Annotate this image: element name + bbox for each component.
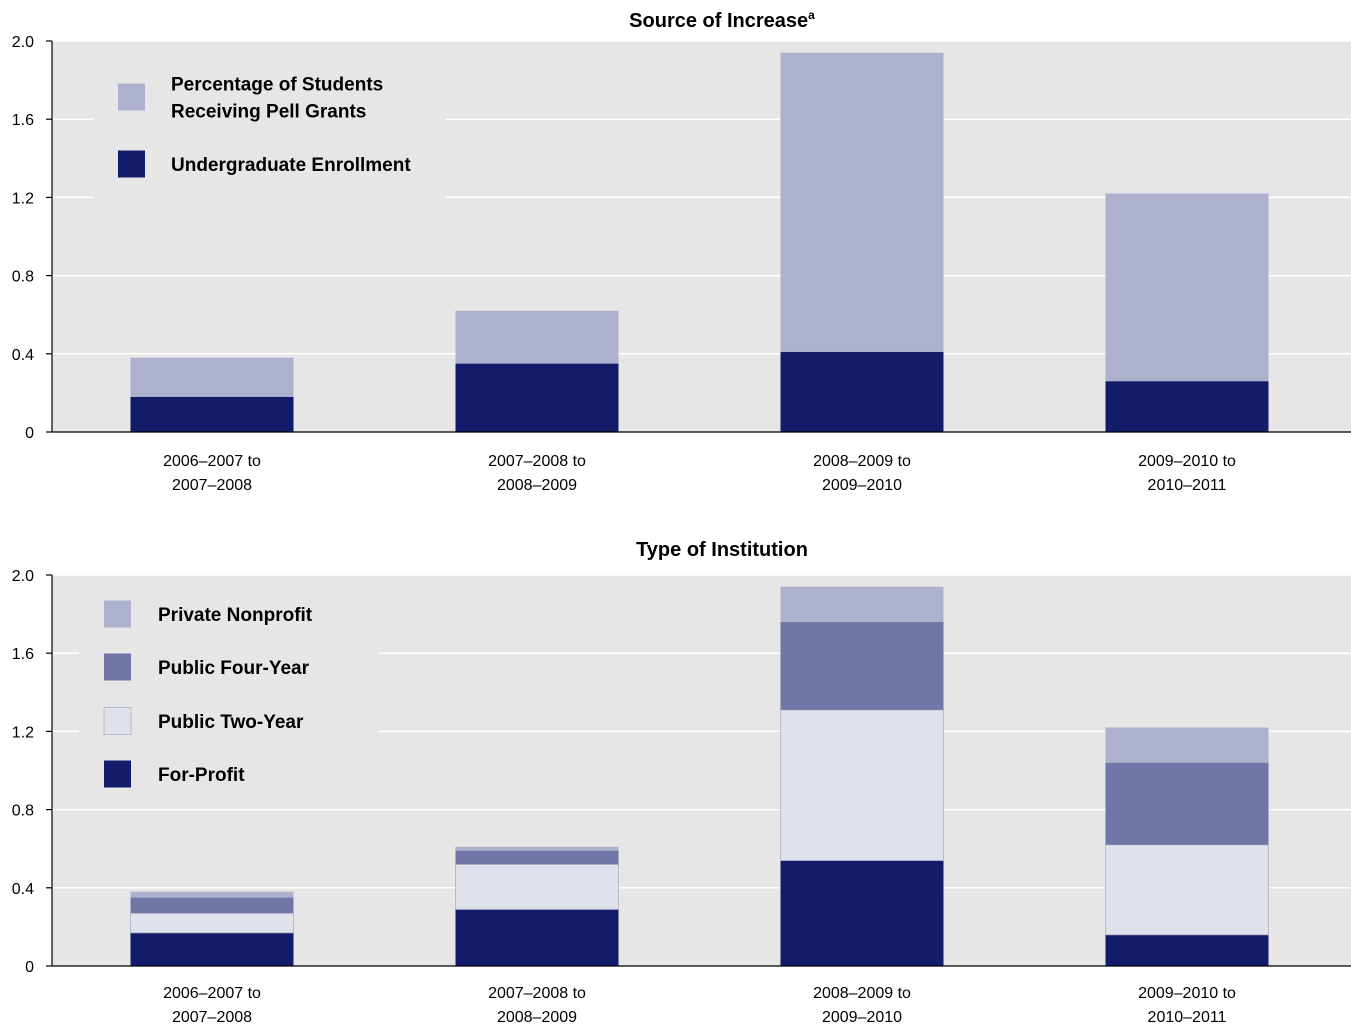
legend-swatch: [104, 760, 131, 788]
legend-label: Public Two-Year: [158, 712, 304, 733]
legend-background: [93, 55, 445, 225]
x-tick-label: 2007–2008: [172, 477, 252, 494]
bar-private-nonprofit-4: [1105, 727, 1269, 763]
bar-percentage-of-students-receiving-pell-grants-2: [455, 310, 619, 364]
bar-undergraduate-enrollment-1: [130, 396, 294, 432]
x-tick-label: 2009–2010 to: [1138, 985, 1236, 1002]
x-tick-label: 2009–2010: [822, 477, 902, 494]
x-tick-label: 2006–2007 to: [163, 985, 261, 1002]
bar-private-nonprofit-3: [780, 586, 944, 622]
bar-public-four-year-1: [130, 897, 294, 914]
x-tick-label: 2008–2009: [497, 1009, 577, 1026]
legend-swatch: [118, 83, 145, 111]
bar-for-profit-2: [455, 909, 619, 966]
x-tick-label: 2010–2011: [1148, 1009, 1227, 1026]
bar-undergraduate-enrollment-2: [455, 363, 619, 432]
chart-panel-2: 0 0.4 0.8 1.2 1.6 2.0 2006–2007 to 2007–2008 200…: [12, 539, 1351, 1026]
y-tick-label: 1.2: [12, 190, 34, 207]
x-tick-label: 2009–2010 to: [1138, 453, 1236, 470]
bar-public-four-year-4: [1105, 762, 1269, 845]
y-tick-label: 2.0: [12, 34, 34, 51]
bar-public-two-year-3: [780, 709, 944, 861]
legend-label: Undergraduate Enrollment: [171, 155, 411, 176]
y-tick-label: 1.6: [12, 646, 34, 663]
bar-public-two-year-4: [1105, 844, 1269, 936]
legend-swatch: [103, 707, 132, 735]
y-tick-label: 0.4: [12, 881, 34, 898]
x-tick-label: 2009–2010: [822, 1009, 902, 1026]
legend-swatch: [118, 150, 145, 178]
x-tick-label: 2008–2009: [497, 477, 577, 494]
title-superscript: a: [808, 8, 815, 22]
bar-private-nonprofit-1: [130, 891, 294, 898]
bar-private-nonprofit-2: [455, 846, 619, 851]
chart-title: Type of Institution: [636, 539, 808, 561]
y-tick-label: 0.8: [12, 803, 34, 820]
bar-for-profit-4: [1105, 934, 1269, 966]
y-tick-label: 0.8: [12, 269, 34, 286]
y-tick-label: 2.0: [12, 568, 34, 585]
x-tick-label: 2006–2007 to: [163, 453, 261, 470]
y-tick-label: 0: [25, 425, 34, 442]
bar-public-two-year-2: [455, 863, 619, 910]
bar-public-two-year-1: [130, 912, 294, 934]
x-tick-label: 2007–2008 to: [488, 985, 586, 1002]
legend-swatch: [104, 653, 131, 681]
bar-undergraduate-enrollment-3: [780, 351, 944, 432]
y-tick-label: 1.2: [12, 724, 34, 741]
chart-title: Source of Increasea: [629, 8, 815, 32]
x-tick-label: 2007–2008: [172, 1009, 252, 1026]
x-tick-label: 2008–2009 to: [813, 453, 911, 470]
y-tick-label: 0.4: [12, 347, 34, 364]
x-tick-label: 2008–2009 to: [813, 985, 911, 1002]
legend-label: Receiving Pell Grants: [171, 102, 366, 123]
bar-public-four-year-3: [780, 621, 944, 710]
y-tick-label: 0: [25, 959, 34, 976]
bar-percentage-of-students-receiving-pell-grants-3: [780, 52, 944, 352]
legend-label: Private Nonprofit: [158, 605, 313, 626]
bar-undergraduate-enrollment-4: [1105, 381, 1269, 432]
legend-label: Percentage of Students: [171, 75, 383, 96]
bar-percentage-of-students-receiving-pell-grants-4: [1105, 193, 1269, 382]
bar-for-profit-3: [780, 860, 944, 966]
legend-swatch: [104, 600, 131, 628]
legend-label: For-Profit: [158, 765, 245, 786]
x-tick-label: 2010–2011: [1148, 477, 1227, 494]
legend-label: Public Four-Year: [158, 658, 310, 679]
chart-panel-1: 0 0.4 0.8 1.2 1.6 2.0 2006–2007 to 2007–2008 200…: [12, 8, 1351, 494]
bar-public-four-year-2: [455, 850, 619, 865]
bar-for-profit-1: [130, 932, 294, 966]
y-tick-label: 1.6: [12, 112, 34, 129]
x-tick-label: 2007–2008 to: [488, 453, 586, 470]
bar-percentage-of-students-receiving-pell-grants-1: [130, 357, 294, 397]
